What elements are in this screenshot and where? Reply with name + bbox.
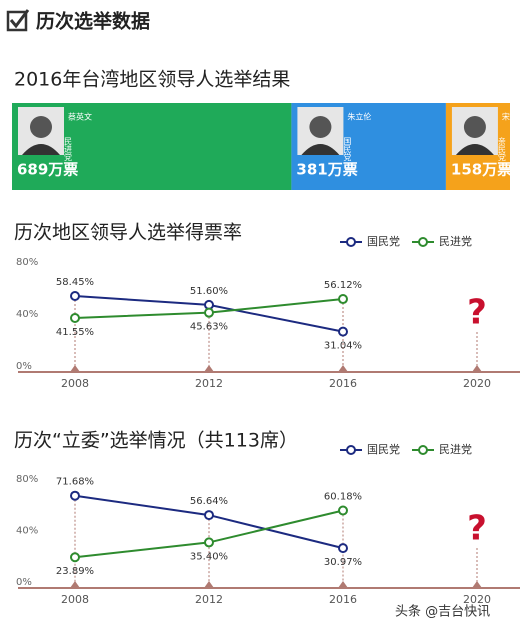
value-label: 31.04%	[324, 341, 362, 352]
point	[70, 291, 80, 302]
x-tick-label: 2008	[61, 377, 89, 390]
y-tick-label: 80%	[16, 474, 38, 485]
value-label: 71.68%	[56, 477, 94, 488]
point	[204, 307, 214, 318]
value-label: 381万票	[296, 161, 357, 179]
legend-marker	[418, 445, 428, 455]
candidate-party: 亲民党	[497, 136, 506, 162]
candidate-party: 国民党	[343, 137, 352, 162]
legend-marker	[418, 237, 428, 247]
y-tick-label: 40%	[16, 526, 38, 537]
x-tick-label: 2008	[61, 593, 89, 606]
legend-marker	[346, 237, 356, 247]
annotation: ?	[467, 293, 487, 333]
footer: 头条 @吉台快讯	[395, 604, 490, 620]
point	[338, 505, 348, 516]
annotation: ?	[467, 509, 487, 549]
value-label: 689万票	[17, 161, 78, 179]
portrait-body	[455, 144, 494, 155]
legend-label: 国民党	[367, 443, 400, 456]
y-tick-label: 80%	[16, 257, 38, 268]
portrait-head	[309, 116, 332, 138]
candidate-name: 朱立伦	[347, 112, 371, 122]
y-tick-label: 0%	[16, 577, 32, 588]
legend-marker	[346, 445, 356, 455]
check-box	[6, 10, 28, 32]
candidate-name: 宋楚瑜	[502, 112, 526, 122]
point	[338, 543, 348, 554]
point	[338, 326, 348, 337]
value-label: 56.12%	[324, 280, 362, 291]
axis-tick	[338, 581, 348, 588]
candidate-name: 蔡英文	[68, 112, 92, 122]
page-title: 历次选举数据	[36, 10, 150, 33]
value-label: 41.55%	[56, 327, 94, 338]
chart-title: 历次“立委”选举情况（共113席）	[14, 430, 298, 452]
portrait-head	[463, 116, 486, 138]
point	[204, 537, 214, 548]
x-tick-label: 2016	[329, 593, 357, 606]
value-label: 30.97%	[324, 557, 362, 568]
axis-tick	[472, 581, 482, 588]
value-label: 58.45%	[56, 277, 94, 288]
value-label: 45.63%	[190, 322, 228, 333]
chart-title: 历次地区领导人选举得票率	[14, 222, 242, 244]
y-tick-label: 40%	[16, 309, 38, 320]
axis-tick	[472, 365, 482, 372]
x-tick-label: 2012	[195, 377, 223, 390]
point	[204, 510, 214, 521]
axis-tick	[70, 365, 80, 372]
point	[338, 294, 348, 305]
portrait-body	[301, 144, 340, 155]
point	[70, 490, 80, 501]
portrait-body	[22, 144, 60, 155]
candidate-party: 民进党	[64, 137, 73, 162]
axis-tick	[204, 365, 214, 372]
value-label: 56.64%	[190, 496, 228, 507]
x-tick-label: 2020	[463, 593, 491, 606]
value-label: 51.60%	[190, 286, 228, 297]
point	[70, 312, 80, 323]
value-label: 23.89%	[56, 566, 94, 577]
check-mark	[9, 9, 30, 29]
value-label: 35.40%	[190, 551, 228, 562]
value-label: 60.18%	[324, 492, 362, 503]
axis-tick	[338, 365, 348, 372]
x-tick-label: 2012	[195, 593, 223, 606]
value-label: 158万票	[451, 161, 512, 179]
legend-label: 国民党	[367, 235, 400, 248]
axis-tick	[70, 581, 80, 588]
axis-tick	[204, 581, 214, 588]
portrait-head	[30, 116, 52, 138]
point	[70, 552, 80, 563]
legend-label: 民进党	[439, 235, 472, 248]
chart-title: 2016年台湾地区领导人选举结果	[14, 69, 290, 91]
x-tick-label: 2016	[329, 377, 357, 390]
x-tick-label: 2020	[463, 377, 491, 390]
legend-label: 民进党	[439, 443, 472, 456]
y-tick-label: 0%	[16, 361, 32, 372]
